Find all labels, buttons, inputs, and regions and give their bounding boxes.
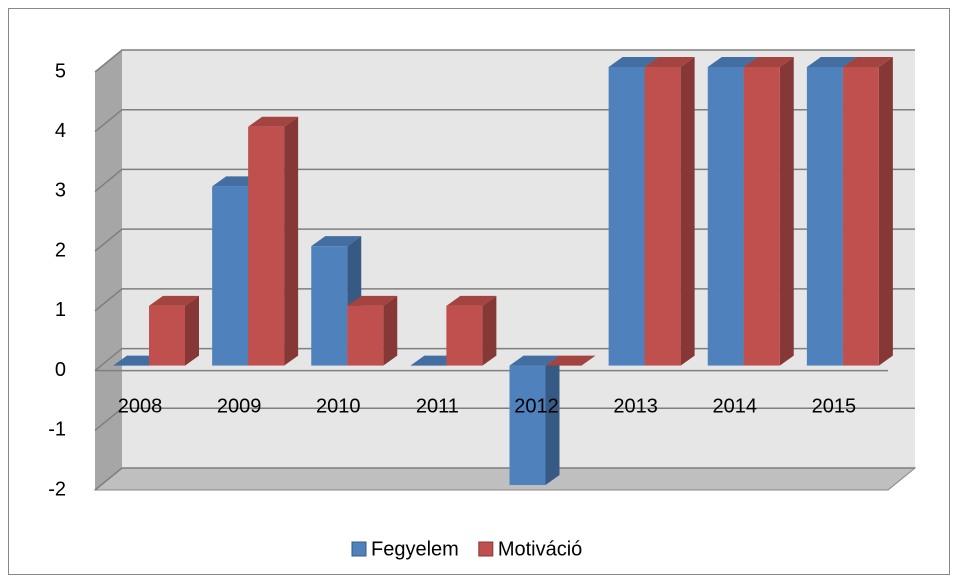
- y-tick-label: 3: [55, 180, 66, 202]
- bar-side: [545, 355, 560, 485]
- bar-top: [608, 57, 659, 67]
- bar: [608, 67, 645, 366]
- y-tick-label: 4: [55, 120, 66, 142]
- x-tick-label: 2014: [713, 395, 758, 417]
- bar-side: [482, 295, 497, 366]
- legend-label: Fegyelem: [371, 538, 459, 560]
- x-tick-label: 2009: [217, 395, 262, 417]
- bar-side: [680, 57, 695, 366]
- bar-top: [842, 57, 893, 67]
- bar: [806, 67, 843, 366]
- bar: [212, 186, 249, 366]
- y-tick-label: 2: [55, 239, 66, 261]
- bar: [842, 67, 879, 366]
- legend-swatch: [478, 541, 494, 557]
- bar-top: [311, 236, 362, 247]
- bar: [149, 305, 185, 366]
- bar-side: [878, 57, 893, 366]
- x-tick-label: 2010: [316, 395, 361, 417]
- bar-top: [248, 116, 299, 127]
- y-tick-label: -1: [48, 419, 66, 441]
- bar-top: [509, 355, 560, 366]
- bar-top: [806, 57, 857, 67]
- bar-side: [779, 57, 794, 366]
- bar: [311, 246, 348, 366]
- x-tick-label: 2011: [416, 395, 459, 417]
- y-tick-label: -2: [48, 478, 66, 500]
- y-tick-label: 0: [55, 359, 66, 381]
- x-tick-label: 2008: [118, 395, 163, 417]
- bar: [446, 305, 483, 366]
- bar-top: [644, 57, 695, 67]
- bar-top: [149, 295, 199, 306]
- x-tick-label: 2012: [514, 395, 559, 417]
- bar-top: [707, 57, 758, 67]
- bar-side: [383, 295, 398, 366]
- bar: [248, 126, 285, 366]
- legend-swatch: [351, 541, 367, 557]
- bar-side: [185, 295, 199, 366]
- bar-side: [284, 116, 299, 366]
- bar-top: [446, 295, 497, 306]
- side-wall: [95, 50, 122, 490]
- bar: [743, 67, 780, 366]
- grid-line: [94, 467, 915, 491]
- y-tick-label: 1: [55, 299, 66, 321]
- floor: [93, 467, 917, 491]
- bar-top: [545, 355, 596, 366]
- x-tick-label: 2013: [613, 395, 658, 417]
- bar: [509, 365, 546, 485]
- legend-label: Motiváció: [498, 538, 582, 560]
- y-tick-label: 5: [55, 60, 66, 82]
- bar: [347, 305, 384, 366]
- grid-line: [94, 407, 915, 431]
- bar: [707, 67, 744, 366]
- x-tick-label: 2015: [812, 395, 857, 417]
- grid-line: [94, 49, 915, 73]
- bar: [644, 67, 681, 366]
- bar-top: [743, 57, 794, 67]
- bar-top: [347, 295, 398, 306]
